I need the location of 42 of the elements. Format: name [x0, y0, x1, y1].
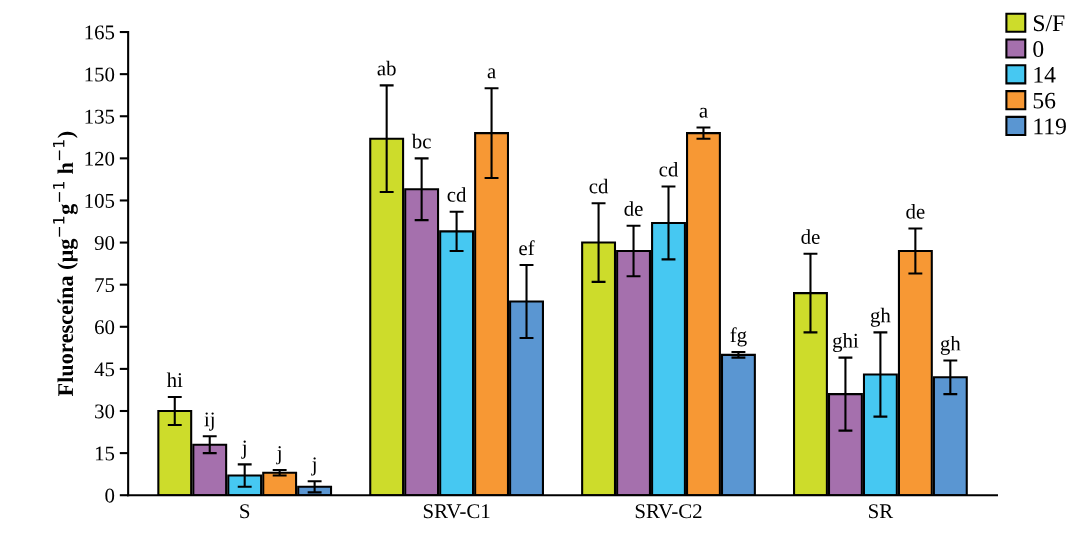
- x-tick-label: S: [240, 504, 250, 519]
- y-tick-label: 75: [95, 278, 115, 293]
- y-tick-label: 150: [85, 67, 115, 82]
- data-label: cd: [659, 161, 679, 177]
- data-label: fg: [730, 327, 747, 347]
- data-label: bc: [411, 133, 431, 149]
- legend-label: 56: [1033, 92, 1056, 109]
- data-label: a: [487, 68, 496, 79]
- x-tick-label: SR: [869, 504, 894, 519]
- y-tick-label: 105: [85, 193, 115, 208]
- data-label: gh: [940, 335, 961, 355]
- legend-label: 0: [1033, 41, 1044, 57]
- y-tick-label: 90: [94, 235, 115, 251]
- y-axis-title: Fluoresceína (µg$^{−1}$g$^{−1}$ h$^{−1}$): [53, 131, 78, 397]
- y-tick-label: 135: [85, 109, 115, 124]
- data-label: de: [624, 201, 643, 216]
- y-tick-label: 30: [95, 404, 115, 419]
- data-label: hi: [166, 372, 183, 387]
- y-tick-label: 60: [95, 320, 115, 335]
- y-tick-label: 15: [95, 446, 115, 461]
- data-label: a: [699, 107, 708, 118]
- x-tick-label: SRV-C1: [423, 504, 490, 519]
- y-tick-label: 120: [85, 151, 115, 166]
- data-label: de: [906, 204, 925, 219]
- data-label: cd: [589, 178, 609, 194]
- data-label: j: [311, 457, 316, 476]
- legend-label: 14: [1034, 66, 1056, 83]
- data-label: de: [801, 229, 820, 244]
- data-label: cd: [447, 187, 467, 202]
- y-tick-label: 45: [94, 362, 115, 377]
- data-label: ij: [204, 412, 214, 431]
- data-label: j: [241, 440, 246, 459]
- legend-label: S/F: [1033, 15, 1065, 32]
- data-label: gh: [870, 307, 891, 327]
- data-label: ef: [519, 240, 535, 256]
- data-label: j: [276, 446, 281, 465]
- y-tick-label: 165: [85, 25, 115, 40]
- data-label: ghi: [833, 333, 859, 353]
- x-tick-label: SRV-C2: [635, 504, 702, 519]
- legend-label: 119: [1034, 118, 1066, 135]
- y-tick-label: 0: [105, 488, 115, 503]
- data-label: ab: [377, 60, 396, 76]
